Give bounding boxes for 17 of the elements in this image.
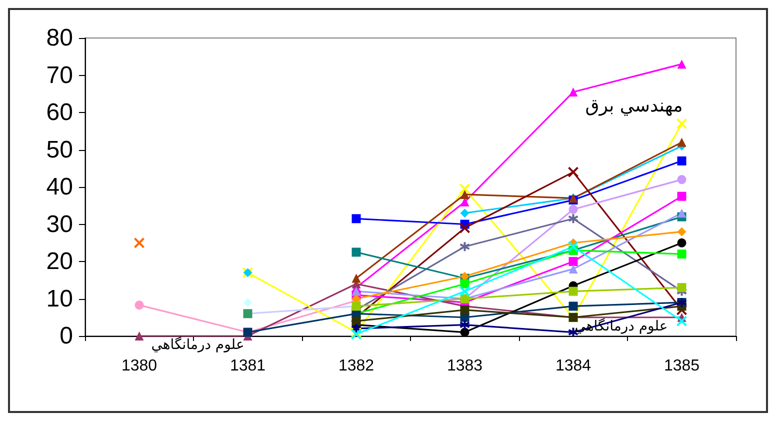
y-tick-label: 40 [46, 174, 73, 200]
y-tick-label: 10 [46, 285, 73, 312]
annotation: علوم درمانگاهي [151, 336, 244, 353]
x-tick-label: 1383 [446, 358, 483, 374]
y-tick-label: 60 [46, 99, 73, 126]
y-tick-label: 30 [46, 210, 73, 238]
x-tick-label: 1380 [121, 358, 158, 374]
y-tick-label: 80 [46, 24, 73, 52]
x-tick-label: 1385 [664, 358, 700, 374]
x-tick-label: 1382 [338, 358, 374, 374]
y-tick-label: 70 [46, 62, 73, 89]
x-tick-label: 1381 [230, 358, 266, 374]
x-tick-label: 1384 [555, 358, 592, 374]
y-tick-label: 20 [46, 248, 73, 275]
annotation: مهندسي برق [585, 96, 683, 117]
y-tick-label: 0 [60, 322, 73, 350]
y-tick-label: 50 [46, 136, 73, 164]
